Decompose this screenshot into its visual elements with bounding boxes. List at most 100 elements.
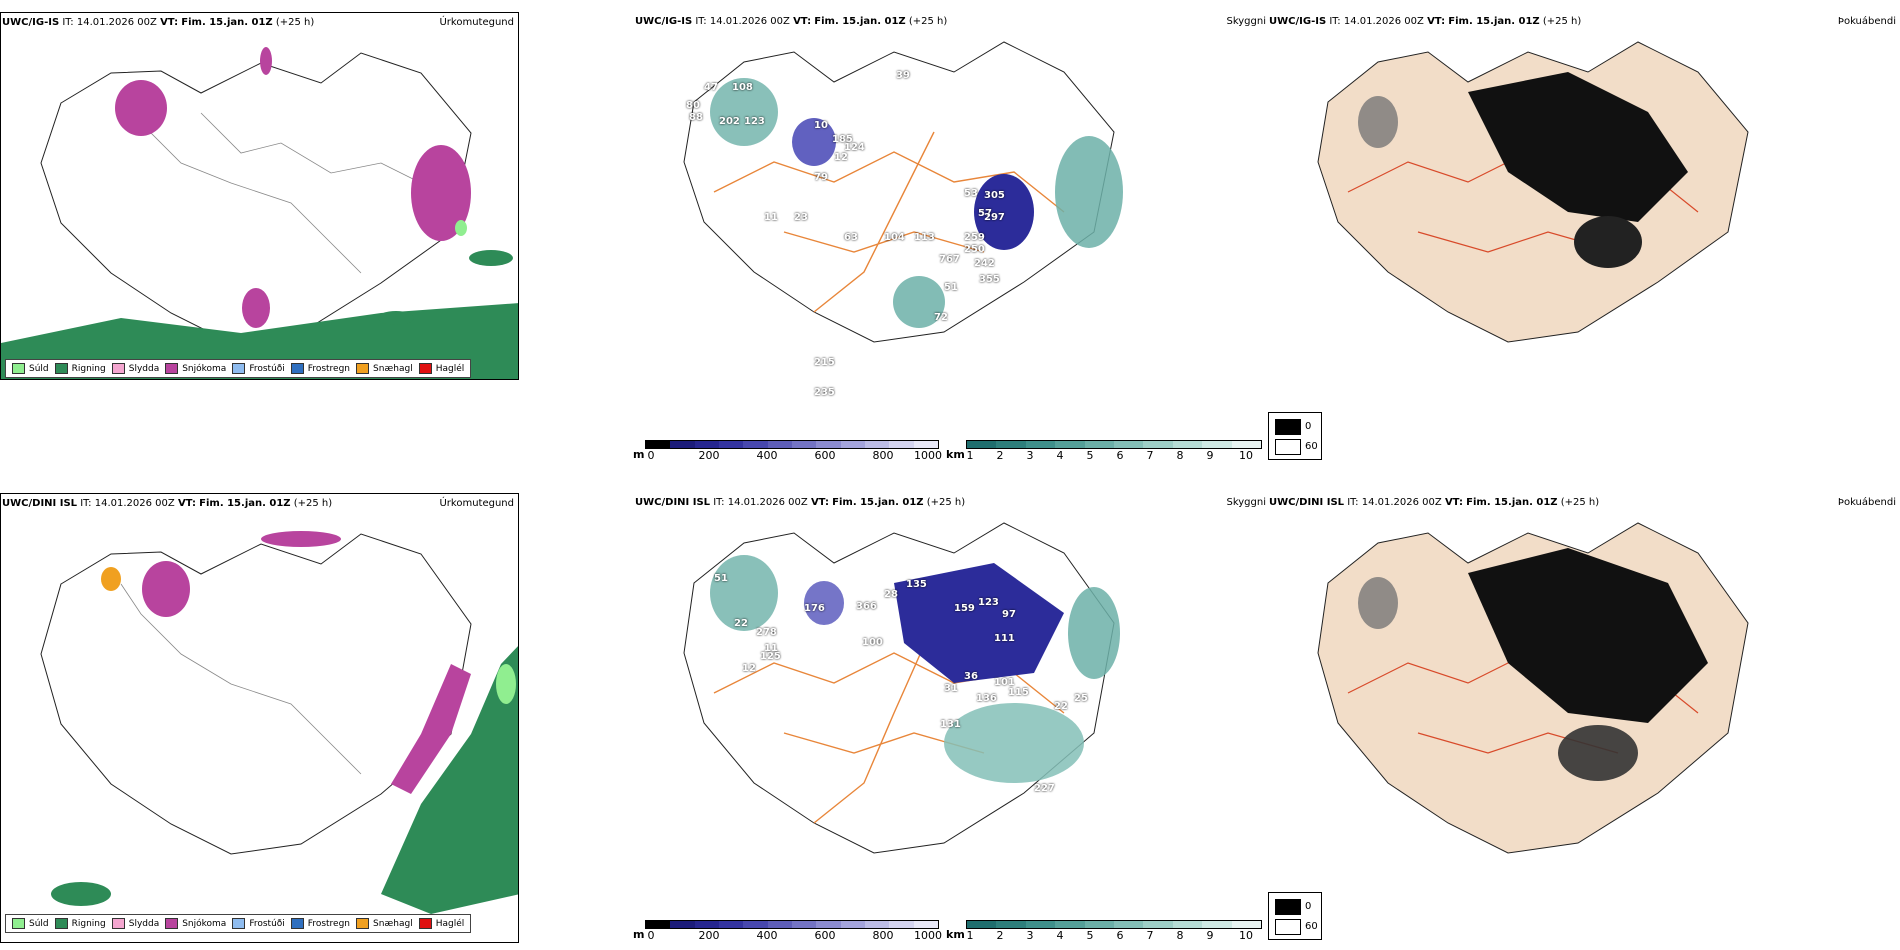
legend-item: Frostúði bbox=[232, 918, 285, 929]
panel-label: Úrkomutegund bbox=[439, 498, 514, 509]
colorbar-tick: 6 bbox=[1116, 449, 1124, 462]
fog-swatch bbox=[1275, 439, 1301, 455]
snow-area bbox=[242, 288, 270, 328]
colorbar-tick: 5 bbox=[1086, 449, 1094, 462]
snow-area bbox=[391, 664, 471, 794]
legend-swatch bbox=[290, 918, 304, 929]
precip-legend: Súld Rigning Slydda Snjókoma Frostúði Fr… bbox=[5, 914, 472, 933]
panel-label: Úrkomutegund bbox=[439, 17, 514, 28]
colorbar-tick: 2 bbox=[996, 929, 1004, 942]
cloud-panel-bottom: UWC/DINI ISL IT: 14.01.2026 00Z VT: Fim.… bbox=[634, 493, 1268, 903]
rain-area bbox=[469, 250, 513, 266]
colorbar-unit: m bbox=[633, 448, 645, 461]
fog-label: 60 bbox=[1305, 441, 1318, 452]
drizzle-area bbox=[455, 220, 467, 236]
colorbar-tick: 8 bbox=[1176, 449, 1184, 462]
rain-area bbox=[381, 646, 518, 914]
colorbar-tick: 0 bbox=[647, 929, 655, 942]
fog-panel-bottom: UWC/DINI ISL IT: 14.01.2026 00Z VT: Fim.… bbox=[1268, 493, 1900, 903]
colorbar-tick: 9 bbox=[1206, 449, 1214, 462]
precip-map-bottom bbox=[40, 531, 518, 914]
legend-swatch bbox=[356, 918, 370, 929]
fog-label: 0 bbox=[1305, 421, 1312, 432]
panel-label: Skyggni bbox=[1226, 497, 1266, 508]
panel-title: UWC/IG-IS IT: 14.01.2026 00Z VT: Fim. 15… bbox=[635, 16, 948, 27]
map-value-label: 235 bbox=[814, 387, 835, 398]
legend-swatch bbox=[418, 918, 432, 929]
cloudbase-colorbar-bottom: m 0 200 400 600 800 1000 bbox=[633, 920, 943, 944]
legend-swatch bbox=[232, 918, 246, 929]
colorbar-tick: 1 bbox=[966, 449, 974, 462]
fog-label: 0 bbox=[1305, 901, 1312, 912]
colorbar-unit: km bbox=[946, 448, 965, 461]
rain-area bbox=[51, 882, 111, 906]
panel-label: Þokuábendi bbox=[1837, 16, 1896, 27]
legend-item: Haglél bbox=[418, 918, 464, 929]
colorbar-tick: 0 bbox=[647, 449, 655, 462]
visibility-colorbar-top: km 1 2 3 4 5 6 7 8 9 10 bbox=[946, 440, 1266, 464]
legend-item: Snæhagl bbox=[356, 363, 413, 374]
snow-area bbox=[115, 80, 167, 136]
legend-swatch bbox=[12, 918, 25, 929]
cloud-panel-top: UWC/IG-IS IT: 14.01.2026 00Z VT: Fim. 15… bbox=[634, 12, 1268, 380]
colorbar-tick: 10 bbox=[1239, 929, 1253, 942]
cloud-map-top bbox=[683, 41, 1123, 343]
colorbar-tick: 800 bbox=[872, 449, 894, 462]
legend-swatch bbox=[418, 363, 432, 374]
legend-item: Snjókoma bbox=[165, 918, 226, 929]
legend-item: Súld bbox=[12, 363, 49, 374]
legend-swatch bbox=[111, 363, 125, 374]
fog-panel-top: UWC/IG-IS IT: 14.01.2026 00Z VT: Fim. 15… bbox=[1268, 12, 1900, 380]
colorbar-tick: 5 bbox=[1086, 929, 1094, 942]
colorbar-tick: 4 bbox=[1056, 929, 1064, 942]
snow-area bbox=[260, 47, 272, 75]
fog-label: 60 bbox=[1305, 921, 1318, 932]
fog-swatch bbox=[1275, 419, 1301, 435]
colorbar-tick: 7 bbox=[1146, 929, 1154, 942]
panel-title: UWC/DINI ISL IT: 14.01.2026 00Z VT: Fim.… bbox=[1269, 497, 1600, 508]
panel-title: UWC/IG-IS IT: 14.01.2026 00Z VT: Fim. 15… bbox=[1269, 16, 1582, 27]
legend-item: Snjókoma bbox=[165, 363, 226, 374]
colorbar-strip bbox=[645, 440, 939, 449]
rain-area bbox=[378, 311, 414, 325]
colorbar-strip bbox=[966, 440, 1262, 449]
colorbar-tick: 600 bbox=[814, 449, 836, 462]
colorbar-tick: 10 bbox=[1239, 449, 1253, 462]
colorbar-tick: 400 bbox=[756, 449, 778, 462]
fog-legend-top: 0 60 bbox=[1268, 412, 1322, 460]
snow-area bbox=[261, 531, 341, 547]
panel-label: Skyggni bbox=[1226, 16, 1266, 27]
panel-title: UWC/DINI ISL IT: 14.01.2026 00Z VT: Fim.… bbox=[2, 498, 333, 509]
snow-area bbox=[142, 561, 190, 617]
colorbar-tick: 400 bbox=[756, 929, 778, 942]
snow-grain-area bbox=[101, 567, 121, 591]
colorbar-tick: 200 bbox=[698, 929, 720, 942]
precip-panel-top: UWC/IG-IS IT: 14.01.2026 00Z VT: Fim. 15… bbox=[0, 12, 519, 380]
fog-map-top bbox=[1317, 41, 1749, 343]
colorbar-tick: 3 bbox=[1026, 929, 1034, 942]
colorbar-strip bbox=[966, 920, 1262, 929]
precip-legend: Súld Rigning Slydda Snjókoma Frostúði Fr… bbox=[5, 359, 472, 378]
cloud-map-bottom bbox=[683, 522, 1120, 854]
legend-swatch bbox=[290, 363, 304, 374]
fog-swatch bbox=[1275, 899, 1301, 915]
colorbar-unit: m bbox=[633, 928, 645, 941]
snow-area bbox=[411, 145, 471, 241]
colorbar-tick: 800 bbox=[872, 929, 894, 942]
fog-map-bottom bbox=[1317, 522, 1749, 854]
panel-label: Þokuábendi bbox=[1837, 497, 1896, 508]
legend-item: Slydda bbox=[111, 918, 159, 929]
legend-item: Snæhagl bbox=[356, 918, 413, 929]
legend-swatch bbox=[165, 918, 179, 929]
colorbar-tick: 9 bbox=[1206, 929, 1214, 942]
fog-legend-bottom: 0 60 bbox=[1268, 892, 1322, 940]
legend-item: Frostregn bbox=[290, 918, 350, 929]
cloudbase-colorbar-top: m 0 200 400 600 800 1000 bbox=[633, 440, 943, 464]
colorbar-tick: 600 bbox=[814, 929, 836, 942]
legend-swatch bbox=[54, 363, 68, 374]
legend-swatch bbox=[356, 363, 370, 374]
colorbar-tick: 4 bbox=[1056, 449, 1064, 462]
colorbar-tick: 6 bbox=[1116, 929, 1124, 942]
colorbar-unit: km bbox=[946, 928, 965, 941]
colorbar-strip bbox=[645, 920, 939, 929]
